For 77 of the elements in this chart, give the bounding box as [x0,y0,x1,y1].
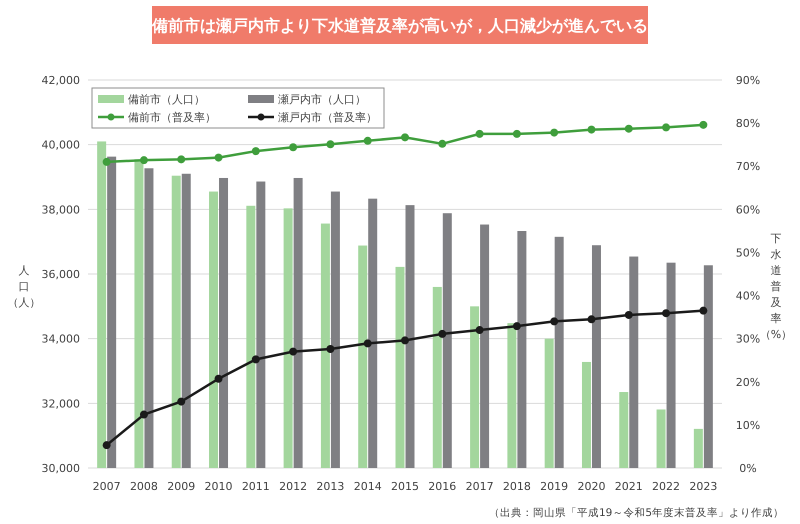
point [252,147,260,156]
x-tick-label: 2008 [130,480,158,493]
point [699,306,708,315]
y-tick-label: 36,000 [42,268,80,281]
x-tick-label: 2019 [540,480,568,493]
x-tick-label: 2009 [167,480,196,493]
point [140,410,148,419]
point [177,398,186,406]
point [662,309,670,318]
point [252,355,260,364]
x-tick-label: 2022 [652,480,680,493]
point [289,143,298,152]
y-tick-label: 38,000 [42,203,80,216]
point [699,120,708,129]
point [476,130,484,138]
point [587,126,596,134]
x-tick-label: 2007 [92,480,121,493]
point [624,310,633,319]
point [326,345,334,354]
y2-tick-label: 0% [739,462,757,475]
point [401,336,409,344]
point [140,156,148,164]
y2-tick-label: 70% [736,160,760,174]
y-tick-label: 32,000 [42,397,80,410]
y-tick-label: 42,000 [42,74,80,87]
x-tick-label: 2020 [577,480,606,493]
point [587,315,596,324]
point [512,322,521,330]
x-tick-label: 2015 [391,480,419,493]
x-tick-label: 2016 [428,480,456,493]
point [550,128,558,137]
point [364,136,372,145]
point [177,155,186,164]
point [326,140,334,148]
point [438,330,446,338]
point [438,140,446,148]
chart-title: 備前市は瀬戸内市より下水道普及率が高いが，人口減少が進んでいる [151,16,648,35]
text: （出典：岡山県「平成19～令和5年度末普及率」より作成） [488,506,784,519]
y-tick-label: 40,000 [42,138,80,152]
y2-tick-label: 20% [736,376,760,389]
y-tick-label: 30,000 [42,462,80,475]
y2-axis-title: 下水道普及率（%） [760,232,792,341]
legend-label: 備前市（普及率） [128,111,216,124]
y2-tick-label: 10% [736,418,760,432]
y-tick-label: 34,000 [42,332,80,346]
point [624,124,633,133]
y-axis-title: 人口（人） [8,264,40,309]
x-tick-label: 2014 [354,480,382,493]
point [364,339,372,348]
legend-label: 備前市（人口） [128,93,205,106]
y2-tick-label: 30% [736,332,760,346]
x-tick-label: 2010 [204,480,233,493]
title: 備前市は瀬戸内市より下水道普及率が高いが，人口減少が進んでいる [152,6,648,44]
y2-tick-label: 80% [736,117,760,130]
legend-label: 瀬戸内市（人口） [278,93,366,106]
y2-tick-label: 60% [736,203,760,216]
point [512,130,521,138]
point [214,154,223,162]
x-tick-label: 2021 [614,480,643,493]
point [401,133,409,142]
point [102,158,111,166]
point [476,326,484,334]
legend-label: 瀬戸内市（普及率） [278,111,377,124]
point [102,441,111,450]
point [550,317,558,326]
point [662,123,670,132]
point [214,374,223,383]
x-tick-label: 2018 [502,480,531,493]
y2-tick-label: 90% [736,74,760,87]
x-tick-label: 2017 [466,480,494,493]
point [289,348,298,356]
y2-tick-label: 50% [736,246,760,260]
x-tick-label: 2013 [316,480,344,493]
y2-tick-label: 40% [736,290,760,303]
x-tick-label: 2012 [279,480,308,493]
x-tick-label: 2011 [242,480,270,493]
x-tick-label: 2023 [689,480,718,493]
